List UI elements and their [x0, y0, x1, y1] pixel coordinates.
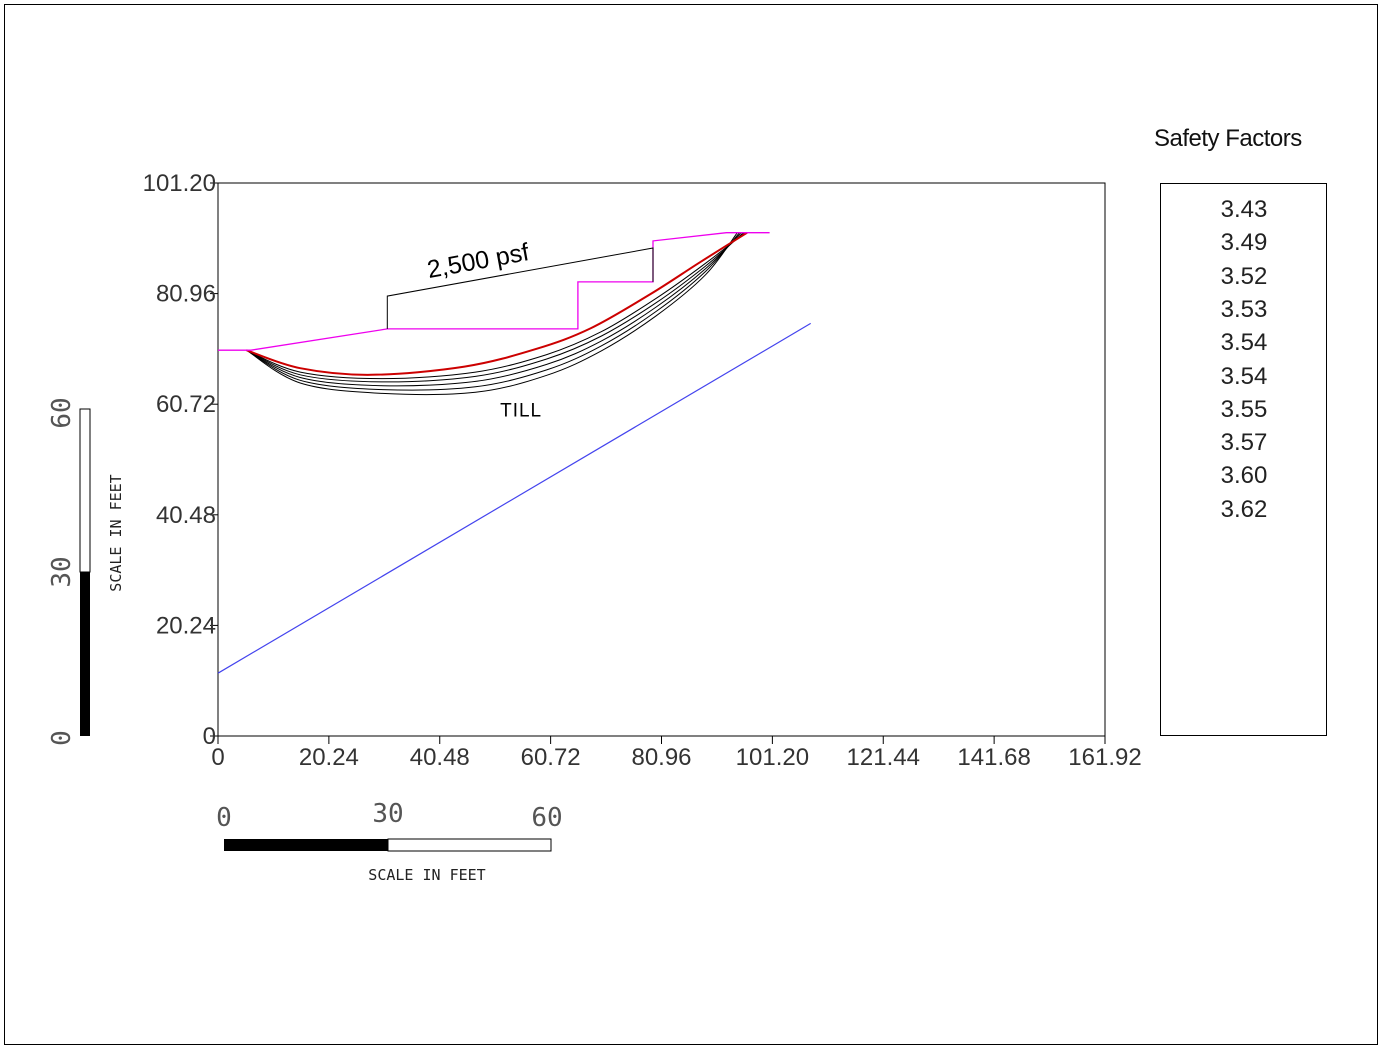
hscale-tick-0: 0: [216, 803, 232, 833]
y-tick-label: 40.48: [156, 502, 216, 529]
y-tick-label: 60.72: [156, 391, 216, 418]
safety-factor-value: 3.52: [1220, 262, 1268, 290]
x-tick-label: 101.20: [736, 744, 809, 771]
x-tick-label: 141.68: [957, 744, 1030, 771]
safety-factor-value: 3.54: [1220, 362, 1268, 390]
ground-surface-line: [218, 232, 770, 351]
trial-slip-surface: [246, 232, 740, 391]
x-tick-label: 80.96: [631, 744, 691, 771]
x-tick-label: 161.92: [1068, 744, 1141, 771]
plot-area-border: [217, 182, 1106, 737]
y-tick-label: 0: [203, 723, 216, 750]
x-tick-label: 121.44: [847, 744, 920, 771]
vertical-scale-bar: 0 30 60 SCALE IN FEET: [47, 397, 125, 745]
water-table-line: [217, 322, 812, 674]
hscale-tick-30: 30: [372, 799, 403, 829]
safety-factors-title: Safety Factors: [1154, 125, 1302, 152]
safety-factor-value: 3.53: [1220, 295, 1268, 323]
critical-slip-surface: [246, 231, 748, 376]
trial-slip-surface: [246, 232, 742, 387]
x-tick-label: 60.72: [521, 744, 581, 771]
y-tick-label: 101.20: [143, 170, 216, 197]
vscale-label: SCALE IN FEET: [107, 474, 125, 591]
vscale-tick-0: 0: [47, 730, 77, 746]
safety-factor-value: 3.60: [1220, 462, 1268, 490]
trial-slip-surface: [246, 232, 738, 396]
x-tick-label: 20.24: [299, 744, 359, 771]
series-layer: [217, 231, 812, 674]
hscale-label: SCALE IN FEET: [368, 866, 485, 884]
horizontal-scale-bar: 0 30 60 SCALE IN FEET: [216, 799, 562, 884]
surcharge-load-label: 2,500 psf: [425, 238, 531, 284]
trial-slip-surface: [246, 232, 746, 380]
scale-bar-filled: [224, 839, 388, 851]
scale-bar-empty: [387, 838, 552, 852]
trial-slip-surface: [246, 232, 744, 383]
x-axis: 0 20.24 40.48 60.72 80.96 101.20 121.44 141.68 1…: [211, 736, 1142, 771]
y-tick-label: 80.96: [156, 281, 216, 308]
safety-factor-value: 3.57: [1220, 429, 1268, 457]
safety-factor-value: 3.62: [1220, 495, 1268, 523]
x-tick-label: 40.48: [410, 744, 470, 771]
x-tick-label: 0: [211, 744, 224, 771]
safety-factors-box: 3.43 3.49 3.52 3.53 3.54 3.54 3.55 3.57 3.60 3.62: [1160, 183, 1327, 736]
y-axis: 0 20.24 40.48 60.72 80.96 101.20: [143, 170, 218, 750]
vscale-tick-60: 60: [47, 397, 77, 428]
soil-layer-label: TILL: [500, 400, 542, 421]
vscale-tick-30: 30: [47, 556, 77, 587]
hscale-tick-60: 60: [531, 803, 562, 833]
vscale-bar-empty: [79, 408, 91, 573]
surcharge-load-outline: [386, 247, 654, 329]
y-tick-label: 20.24: [156, 612, 216, 639]
safety-factor-value: 3.55: [1220, 395, 1268, 423]
page-frame: [4, 4, 1378, 1045]
vscale-bar-filled: [80, 572, 90, 736]
safety-factor-value: 3.49: [1220, 229, 1268, 257]
safety-factor-value: 3.54: [1220, 329, 1268, 357]
safety-factor-value: 3.43: [1220, 196, 1268, 223]
